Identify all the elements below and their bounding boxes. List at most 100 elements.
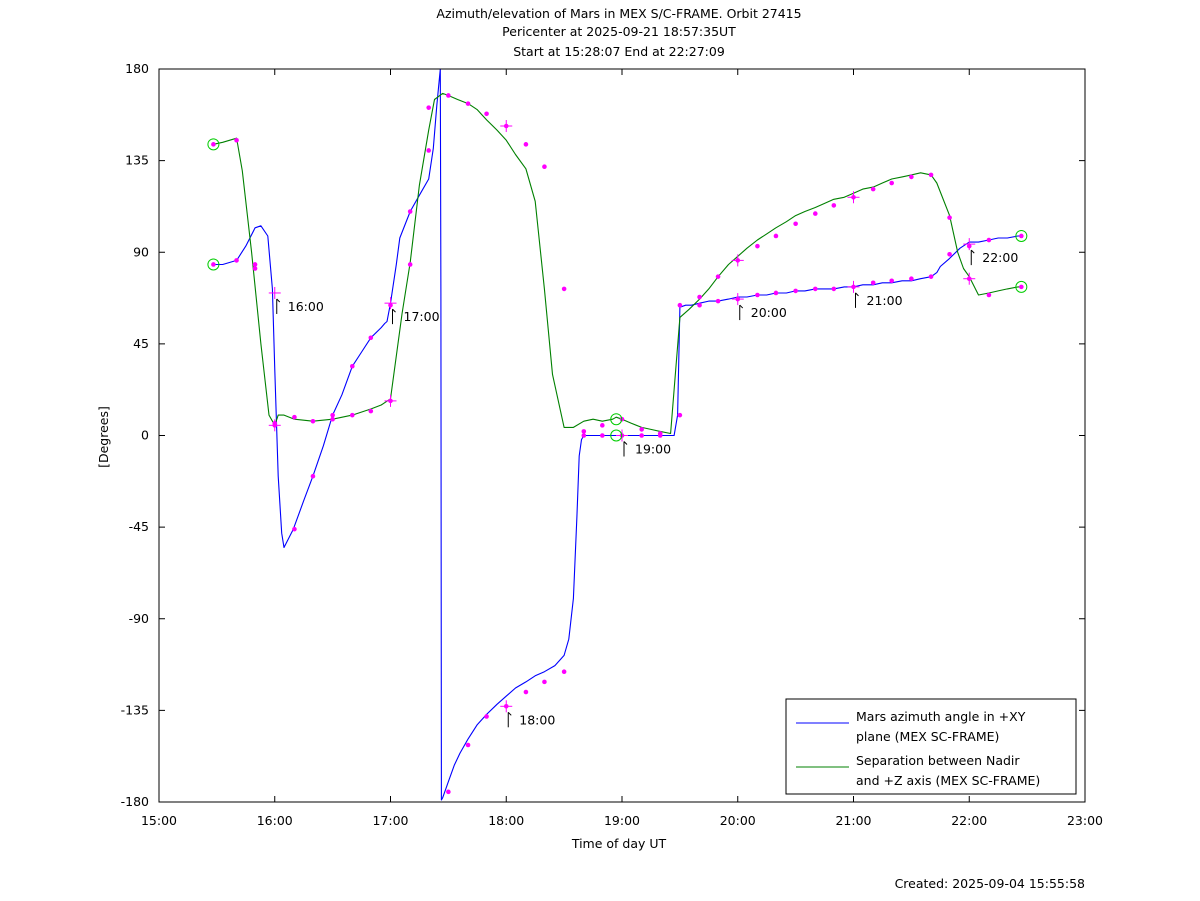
data-point-separation <box>928 172 934 178</box>
endpoint-circle <box>207 138 220 151</box>
data-point-azimuth <box>697 302 702 308</box>
hour-marker-label: 18:00 <box>519 712 555 727</box>
data-point-separation <box>947 215 952 220</box>
data-point-separation <box>793 221 798 227</box>
data-point-separation <box>677 302 683 308</box>
data-point-separation <box>350 412 355 418</box>
data-point-separation <box>484 111 489 117</box>
data-point-separation <box>773 233 779 239</box>
x-tick-label: 22:00 <box>951 813 987 828</box>
chart-title-line-2: Pericenter at 2025-09-21 18:57:35UT <box>502 24 736 39</box>
endpoint-circle <box>1015 229 1028 242</box>
hour-pointer-head <box>392 308 396 313</box>
data-point-separation <box>831 203 837 208</box>
y-axis-label: [Degrees] <box>96 406 111 468</box>
data-point-separation <box>715 274 721 279</box>
data-point-separation <box>465 101 471 106</box>
data-point-separation <box>310 418 316 424</box>
data-point-azimuth <box>234 258 239 263</box>
data-point-azimuth <box>561 669 567 674</box>
chart-title-line-1: Azimuth/elevation of Mars in MEX S/C-FRA… <box>436 6 801 21</box>
data-point-azimuth <box>870 280 876 286</box>
data-point-azimuth <box>350 363 355 369</box>
axes: 15:00 16:00 17:00 18:00 19:00 20:00 21:00 22:00… <box>121 61 1103 828</box>
data-point-azimuth <box>600 433 605 438</box>
data-point-azimuth <box>252 262 258 267</box>
legend-label-separation-line-1: Separation between Nadir <box>856 753 1020 768</box>
data-point-azimuth <box>947 251 952 257</box>
data-point-azimuth <box>793 288 798 294</box>
legend: Mars azimuth angle in +XY plane (MEX SC-… <box>785 698 1077 795</box>
data-point-azimuth <box>407 209 413 214</box>
data-point-azimuth <box>986 237 992 243</box>
data-point-separation <box>813 211 818 216</box>
y-tick-label: 180 <box>125 61 149 76</box>
chart-title-line-3: Start at 15:28:07 End at 22:27:09 <box>513 44 725 59</box>
y-tick-label: -135 <box>121 702 149 717</box>
series-line-azimuth <box>213 68 1022 801</box>
data-point-separation <box>426 148 431 153</box>
hour-pointer-head <box>739 304 744 309</box>
data-point-separation <box>581 429 587 434</box>
data-point-separation <box>697 294 702 300</box>
data-point-azimuth <box>889 278 894 284</box>
data-point-separation <box>561 286 567 292</box>
data-point-azimuth <box>773 290 779 296</box>
x-tick-label: 18:00 <box>488 813 524 828</box>
legend-label-azimuth-line-2: plane (MEX SC-FRAME) <box>856 729 999 744</box>
data-point-separation <box>909 174 914 180</box>
hour-marker-label: 22:00 <box>982 250 1018 265</box>
endpoint-circle <box>610 429 623 442</box>
data-point-azimuth <box>368 335 374 341</box>
data-point-separation <box>407 262 413 267</box>
data-point-separation <box>252 266 258 271</box>
data-point-azimuth <box>465 742 471 748</box>
data-point-azimuth <box>909 276 914 282</box>
data-point-separation <box>292 414 297 420</box>
data-point-azimuth <box>542 679 547 685</box>
data-point-separation <box>211 142 216 147</box>
data-point-azimuth <box>581 433 587 438</box>
data-point-separation <box>986 292 992 298</box>
y-tick-label: -180 <box>121 794 149 809</box>
data-point-separation <box>542 164 547 170</box>
hour-pointer-head <box>623 441 628 445</box>
x-tick-label: 20:00 <box>720 813 756 828</box>
data-point-separation <box>446 93 451 98</box>
data-point-separation <box>1019 284 1024 290</box>
data-point-separation <box>234 137 239 143</box>
data-point-separation <box>523 142 529 147</box>
legend-label-separation-line-2: and +Z axis (MEX SC-FRAME) <box>856 773 1040 788</box>
y-tick-label: 135 <box>125 153 149 168</box>
data-point-azimuth <box>677 412 683 418</box>
data-point-azimuth <box>1019 233 1024 239</box>
data-point-azimuth <box>755 292 760 298</box>
legend-label-azimuth-line-1: Mars azimuth angle in +XY <box>856 709 1026 724</box>
data-point-separation <box>870 186 876 192</box>
hour-pointer-head <box>970 249 975 254</box>
y-tick-label: 90 <box>133 244 149 259</box>
data-point-separation <box>639 427 644 432</box>
hour-pointer-head <box>855 292 859 297</box>
data-point-azimuth <box>639 433 644 438</box>
series-line-separation <box>213 92 1022 435</box>
data-point-azimuth <box>813 286 818 292</box>
hour-pointer-head <box>507 711 512 716</box>
hour-marker-label: 21:00 <box>867 293 903 308</box>
data-point-azimuth <box>831 286 837 292</box>
x-tick-label: 16:00 <box>257 813 293 828</box>
data-point-azimuth <box>446 789 451 795</box>
data-point-azimuth <box>928 274 934 279</box>
data-point-azimuth <box>715 298 721 304</box>
x-axis-label: Time of day UT <box>571 836 667 851</box>
data-point-azimuth <box>310 473 316 479</box>
data-point-separation <box>889 180 894 186</box>
x-tick-label: 17:00 <box>372 813 408 828</box>
hour-pointer-head <box>276 298 281 303</box>
y-tick-label: -45 <box>129 519 149 534</box>
x-tick-label: 19:00 <box>604 813 640 828</box>
y-tick-label: 45 <box>133 336 149 351</box>
hour-marker-label: 19:00 <box>635 442 671 457</box>
endpoint-circle <box>610 413 623 426</box>
